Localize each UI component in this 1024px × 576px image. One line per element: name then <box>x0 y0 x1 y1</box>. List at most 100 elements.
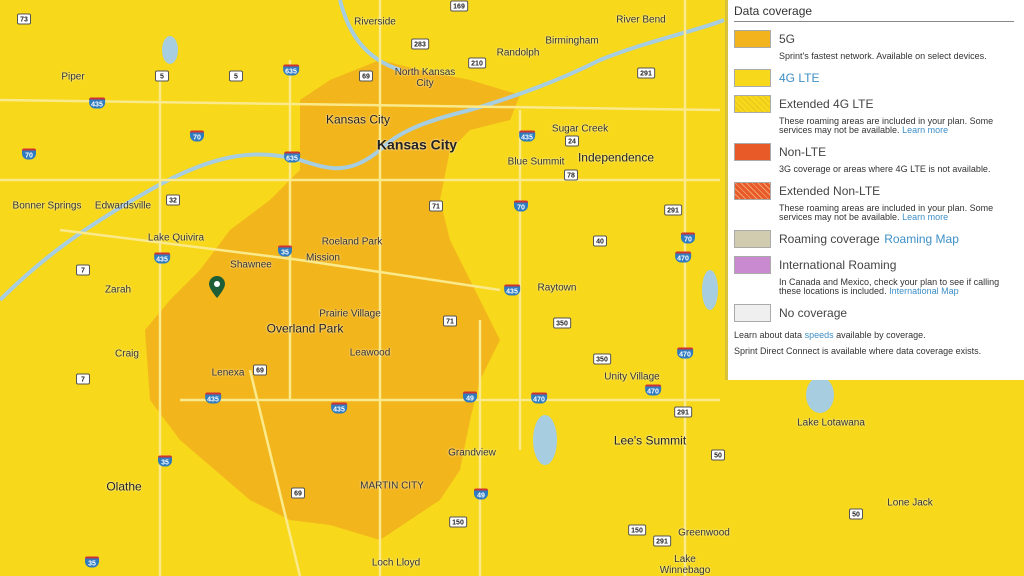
legend-item: Roaming coverage Roaming Map <box>734 230 1014 248</box>
route-shield: 169 <box>450 0 468 12</box>
place-label: Olathe <box>106 479 142 494</box>
legend-link[interactable]: Learn more <box>902 212 949 222</box>
place-label: North Kansas City <box>394 67 456 89</box>
legend-label[interactable]: 4G LTE <box>779 71 820 85</box>
route-shield: 50 <box>849 508 863 520</box>
legend-swatch <box>734 304 771 322</box>
legend-description: 3G coverage or areas where 4G LTE is not… <box>779 164 991 174</box>
place-label: Piper <box>61 71 85 83</box>
interstate-shield: 70 <box>22 148 36 160</box>
place-label: Lake Quivira <box>147 232 205 244</box>
interstate-shield: 70 <box>514 200 528 212</box>
legend-label: Roaming coverage <box>779 232 880 246</box>
place-label: Bonner Springs <box>12 200 82 212</box>
place-label: Craig <box>115 348 139 360</box>
place-label: Leawood <box>349 347 391 359</box>
roaming-map-link[interactable]: Roaming Map <box>884 232 959 246</box>
legend-swatch <box>734 30 771 48</box>
legend-description: These roaming areas are included in your… <box>779 203 994 222</box>
route-shield: 7 <box>76 373 90 385</box>
interstate-shield: 470 <box>645 384 661 396</box>
legend-item: Extended Non-LTE These roaming areas are … <box>734 182 1014 222</box>
interstate-shield: 470 <box>677 347 693 359</box>
place-label: Greenwood <box>678 527 730 539</box>
legend-description: These roaming areas are included in your… <box>779 116 994 135</box>
place-label: Lee's Summit <box>613 433 687 448</box>
route-shield: 69 <box>291 487 305 499</box>
interstate-shield: 435 <box>154 252 170 264</box>
route-shield: 69 <box>253 364 267 376</box>
legend-item: 5G Sprint's fastest network. Available on… <box>734 30 1014 61</box>
route-shield: 32 <box>166 194 180 206</box>
place-label: Edwardsville <box>94 200 152 212</box>
interstate-shield: 435 <box>519 130 535 142</box>
interstate-shield: 435 <box>504 284 520 296</box>
legend-item: No coverage <box>734 304 1014 322</box>
speeds-link[interactable]: speeds <box>804 330 834 340</box>
place-label: Overland Park <box>266 321 344 336</box>
interstate-shield: 435 <box>331 402 347 414</box>
place-label: Blue Summit <box>507 156 565 168</box>
place-label: Zarah <box>104 284 132 296</box>
legend-link[interactable]: Learn more <box>902 125 949 135</box>
legend-label: International Roaming <box>779 258 897 272</box>
route-shield: 24 <box>565 135 579 147</box>
interstate-shield: 635 <box>283 64 299 76</box>
place-label: Riverside <box>354 16 396 28</box>
route-shield: 71 <box>443 315 457 327</box>
place-label: Randolph <box>496 47 540 59</box>
place-label: Lone Jack <box>887 497 933 509</box>
interstate-shield: 35 <box>278 245 292 257</box>
route-shield: 40 <box>593 235 607 247</box>
legend-item: 4G LTE <box>734 69 1014 87</box>
legend-swatch <box>734 69 771 87</box>
place-label: Lake Winnebago <box>659 554 711 576</box>
place-label: Unity Village <box>604 371 660 383</box>
interstate-shield: 49 <box>474 488 488 500</box>
legend-swatch <box>734 256 771 274</box>
route-shield: 5 <box>155 70 169 82</box>
place-label: Sugar Creek <box>551 123 609 135</box>
route-shield: 69 <box>359 70 373 82</box>
legend-label: 5G <box>779 32 796 46</box>
legend-swatch <box>734 95 771 113</box>
place-label: Mission <box>306 252 340 264</box>
place-label: River Bend <box>616 14 666 26</box>
place-label: Kansas City <box>325 112 391 127</box>
place-label: Birmingham <box>545 35 599 47</box>
route-shield: 50 <box>711 449 725 461</box>
interstate-shield: 49 <box>463 391 477 403</box>
legend-label: Extended Non-LTE <box>779 184 881 198</box>
speeds-note: Learn about data speeds available by cov… <box>734 330 926 340</box>
legend-link[interactable]: International Map <box>889 286 959 296</box>
legend-title: Data coverage <box>734 4 1014 22</box>
route-shield: 283 <box>411 38 429 50</box>
legend-description: Sprint's fastest network. Available on s… <box>779 51 987 61</box>
interstate-shield: 70 <box>681 232 695 244</box>
route-shield: 5 <box>229 70 243 82</box>
legend-description: In Canada and Mexico, check your plan to… <box>779 277 1000 296</box>
interstate-shield: 470 <box>531 392 547 404</box>
route-shield: 7 <box>76 264 90 276</box>
route-shield: 78 <box>564 169 578 181</box>
route-shield: 350 <box>553 317 571 329</box>
lakes <box>162 36 834 465</box>
legend-label: Non-LTE <box>779 145 827 159</box>
place-label: Independence <box>577 150 655 165</box>
route-shield: 291 <box>664 204 682 216</box>
interstate-shield: 35 <box>85 556 99 568</box>
interstate-shield: 435 <box>205 392 221 404</box>
interstate-shield: 470 <box>675 251 691 263</box>
place-label: Prairie Village <box>319 308 381 320</box>
roads <box>0 0 721 576</box>
place-label: Roeland Park <box>321 236 383 248</box>
place-label: Shawnee <box>230 259 272 271</box>
interstate-shield: 635 <box>284 151 300 163</box>
interstate-shield: 70 <box>190 130 204 142</box>
location-pin-icon[interactable] <box>209 276 225 298</box>
route-shield: 150 <box>628 524 646 536</box>
route-shield: 350 <box>593 353 611 365</box>
route-shield: 71 <box>429 200 443 212</box>
place-label: MARTIN CITY <box>360 480 424 492</box>
